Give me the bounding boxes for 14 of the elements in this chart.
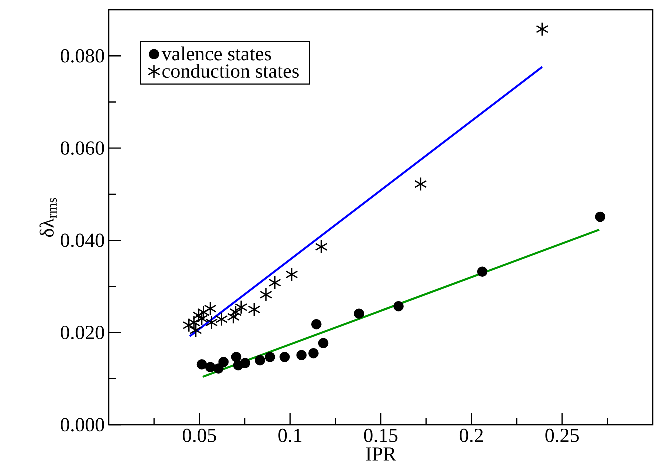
x-tick-label: 0.15 [364,428,398,442]
x-tick-label: 0.2 [460,428,484,442]
x-axis-title: IPR [366,448,396,461]
x-tick-label: 0.05 [183,428,216,442]
y-tick-label: 0.000 [61,418,104,432]
legend-label: conduction states [162,64,299,78]
y-axis-title: δλ$_{rms}$ [40,198,58,237]
x-tick-label: 0.1 [278,428,302,442]
y-tick-label: 0.060 [61,142,104,156]
y-tick-label: 0.080 [61,49,104,63]
x-tick-label: 0.25 [546,428,579,442]
y-tick-label: 0.020 [61,326,104,340]
legend-label: valence states [162,46,272,61]
y-tick-label: 0.040 [61,234,104,248]
